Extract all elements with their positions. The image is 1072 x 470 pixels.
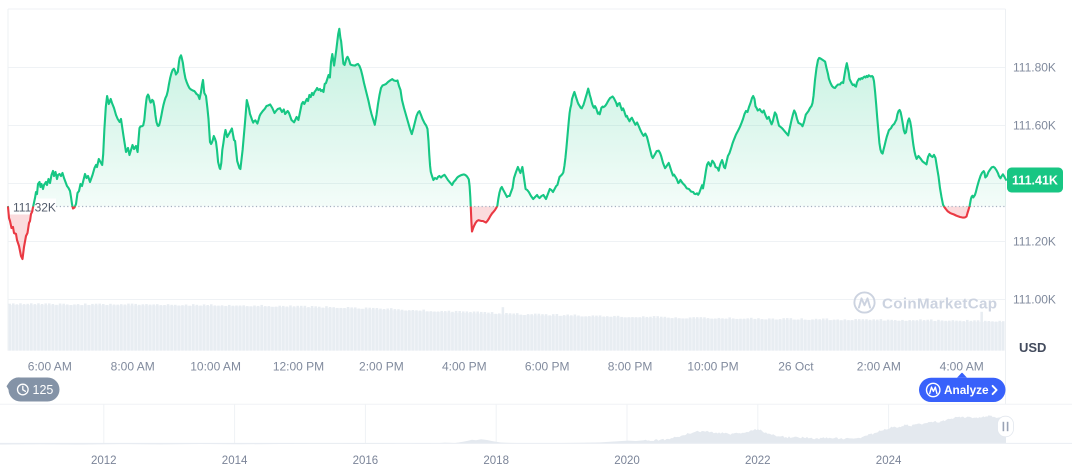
svg-text:2024: 2024 [876,455,902,467]
svg-text:111.20K: 111.20K [1013,235,1056,249]
svg-text:26 Oct: 26 Oct [778,360,814,374]
svg-text:2:00 AM: 2:00 AM [857,360,901,374]
svg-text:125: 125 [33,383,54,397]
svg-text:111.00K: 111.00K [1013,293,1056,307]
svg-text:111.41K: 111.41K [1012,174,1058,188]
svg-text:8:00 AM: 8:00 AM [111,360,155,374]
svg-text:2022: 2022 [745,455,771,467]
svg-text:111.80K: 111.80K [1013,61,1056,75]
svg-text:8:00 PM: 8:00 PM [608,360,653,374]
svg-text:Analyze: Analyze [944,383,989,397]
svg-text:6:00 AM: 6:00 AM [28,360,72,374]
svg-text:111.60K: 111.60K [1013,119,1056,133]
svg-text:CoinMarketCap: CoinMarketCap [882,296,997,313]
svg-text:2014: 2014 [222,455,248,467]
svg-text:10:00 PM: 10:00 PM [687,360,738,374]
svg-text:12:00 PM: 12:00 PM [273,360,324,374]
svg-text:111.32K: 111.32K [13,201,56,215]
svg-text:6:00 PM: 6:00 PM [525,360,570,374]
svg-text:USD: USD [1019,340,1046,355]
svg-text:10:00 AM: 10:00 AM [190,360,241,374]
svg-text:2018: 2018 [483,455,509,467]
svg-text:2020: 2020 [614,455,640,467]
svg-text:2016: 2016 [353,455,379,467]
svg-text:4:00 AM: 4:00 AM [940,360,984,374]
svg-text:4:00 PM: 4:00 PM [442,360,487,374]
svg-text:2012: 2012 [91,455,117,467]
svg-text:2:00 PM: 2:00 PM [359,360,404,374]
